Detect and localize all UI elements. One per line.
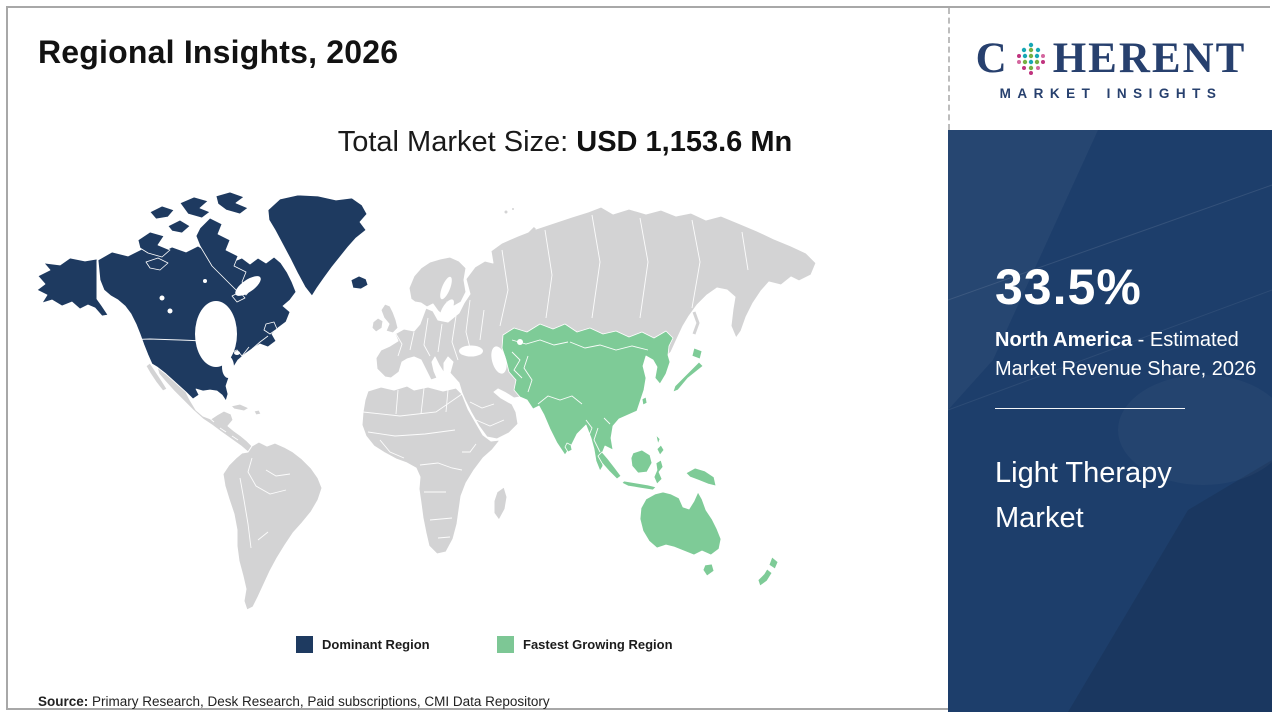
world-map <box>30 183 890 625</box>
logo-globe-icon <box>1016 42 1045 75</box>
share-region: North America <box>995 329 1133 351</box>
legend-swatch-dominant <box>296 636 313 653</box>
logo-wordmark: C HERENT <box>976 37 1247 80</box>
logo-letter-c: C <box>975 35 1009 82</box>
page-title: Regional Insights, 2026 <box>38 34 399 70</box>
share-desc-text: - Estimated Market Revenue Share, 2026 <box>995 329 1257 380</box>
panel-divider <box>995 408 1185 409</box>
legend-item-fastest-growing: Fastest Growing Region <box>497 636 673 653</box>
panel-content: 33.5% North America - Estimated Market R… <box>948 130 1272 541</box>
company-logo: C HERENT MARKET INSIGHTS <box>948 8 1272 130</box>
legend-label-fastest-growing: Fastest Growing Region <box>523 637 673 652</box>
map-country-borders <box>96 214 749 549</box>
share-value: 33.5% <box>995 259 1142 315</box>
share-description: North America - Estimated Market Revenue… <box>995 326 1259 384</box>
market-name: Light Therapy Market <box>995 457 1172 534</box>
legend-swatch-fastest-growing <box>497 636 514 653</box>
highlight-panel: 33.5% North America - Estimated Market R… <box>948 130 1272 712</box>
logo-subtitle: MARKET INSIGHTS <box>999 86 1223 101</box>
legend-item-dominant: Dominant Region <box>296 636 430 653</box>
logo-letters-rest: HERENT <box>1052 35 1247 82</box>
source-note: Source: Primary Research, Desk Research,… <box>38 694 550 709</box>
source-text: Primary Research, Desk Research, Paid su… <box>88 694 550 709</box>
total-market-size-value: USD 1,153.6 Mn <box>576 126 793 158</box>
map-region-north-america <box>36 191 369 402</box>
map-region-asia-pacific <box>501 323 779 587</box>
source-label: Source: <box>38 694 89 709</box>
map-water-overlays <box>159 276 523 378</box>
world-map-svg <box>36 191 817 611</box>
total-market-size: Total Market Size: USD 1,153.6 Mn <box>250 126 880 159</box>
legend-label-dominant: Dominant Region <box>322 637 430 652</box>
total-market-size-label: Total Market Size: <box>337 126 577 158</box>
